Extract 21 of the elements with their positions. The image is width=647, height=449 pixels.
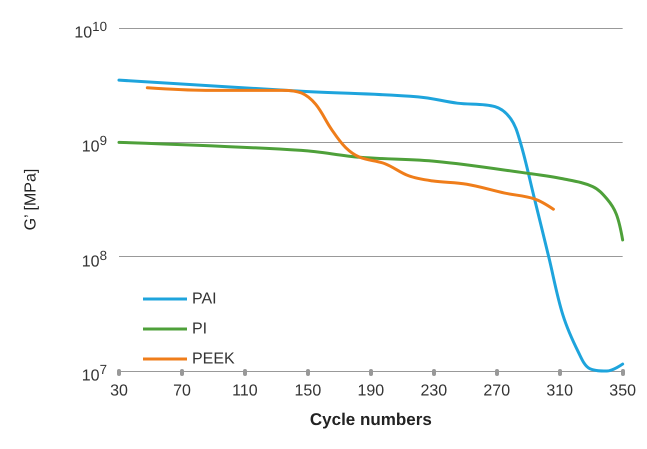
line-series <box>146 86 555 211</box>
legend-label: PEEK <box>192 350 236 368</box>
y-tick-label: 10$^{8}$ <box>82 246 107 272</box>
x-axis-title: Cycle numbers <box>310 410 432 429</box>
x-tick-label: 150 <box>294 382 322 400</box>
x-tick-label: 350 <box>609 382 636 400</box>
y-tick-label: 10$^{7}$ <box>82 361 107 386</box>
x-tick-label: 30 <box>110 382 128 400</box>
x-tick-label: 110 <box>232 382 258 400</box>
x-tick-label: 190 <box>357 382 384 400</box>
line-series <box>118 140 624 242</box>
line-series <box>118 78 624 372</box>
y-tick-label: 10$^{9}$ <box>82 132 107 158</box>
y-axis-title: G’ [MPa] <box>22 168 40 230</box>
x-tick-label: 310 <box>546 382 574 400</box>
x-tick-label: 270 <box>483 382 510 400</box>
y-tick-label: 10$^{10}$ <box>74 18 107 44</box>
legend-label: PAI <box>192 290 217 308</box>
legend-label: PI <box>192 320 208 338</box>
x-tick-label: 230 <box>420 382 448 400</box>
x-tick-label: 70 <box>173 382 191 400</box>
